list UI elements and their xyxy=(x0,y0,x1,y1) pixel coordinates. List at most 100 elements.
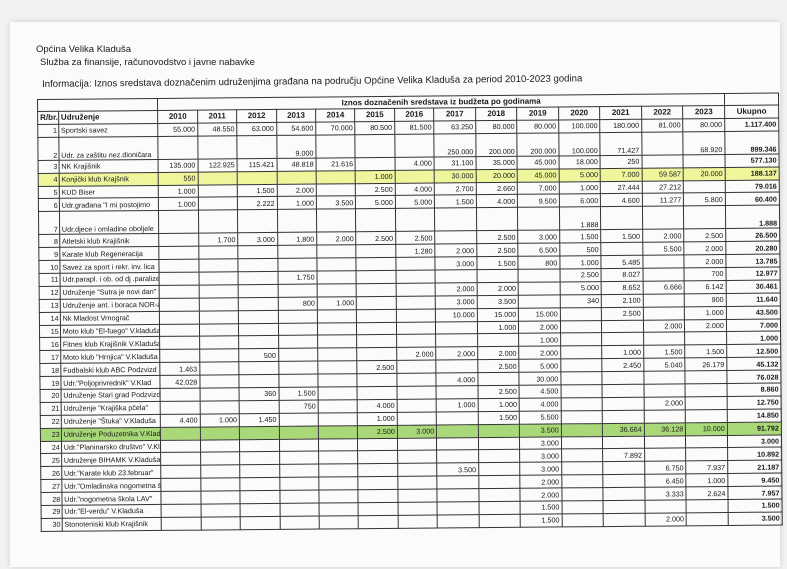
department-title: Služba za finansije, računovodstvo i jav… xyxy=(40,57,255,68)
cell-value-2023: 20.000 xyxy=(683,167,726,181)
cell-value-2015 xyxy=(356,283,397,297)
cell-rb: 18 xyxy=(39,363,61,377)
cell-value-2013 xyxy=(276,170,317,184)
cell-value-2016 xyxy=(396,321,436,335)
cell-value-2019: 3.000 xyxy=(519,449,562,463)
cell-total: 60.400 xyxy=(725,192,780,206)
cell-value-2015 xyxy=(357,334,397,349)
cell-total: 577.130 xyxy=(724,153,780,168)
cell-value-2022: 2.000 xyxy=(644,512,687,527)
cell-value-2016: 2.000 xyxy=(396,347,437,361)
cell-total: 43.500 xyxy=(726,305,781,320)
name-text: Moto klub "Hrnjica" V.Kladuša xyxy=(62,351,158,362)
cell-value-2015: 2.500 xyxy=(357,360,397,374)
cell-value-2011 xyxy=(199,323,239,337)
cell-value-2016 xyxy=(398,514,438,529)
cell-value-2017 xyxy=(434,208,477,232)
cell-value-2017: 2.000 xyxy=(435,282,478,296)
cell-value-2019 xyxy=(518,281,561,296)
cell-value-2018 xyxy=(476,269,519,283)
cell-name: Udruženje Stari grad Podzvizd xyxy=(60,388,161,403)
cell-value-2012 xyxy=(239,438,280,453)
name-text: Udr."Omladinska nogometna škola" xyxy=(64,480,162,491)
cell-value-2023 xyxy=(685,383,727,397)
cell-value-2021 xyxy=(601,319,644,334)
cell-value-2012 xyxy=(237,135,277,159)
cell-value-2021: 1.000 xyxy=(601,345,644,359)
name-text: Atletski klub Krajišnik xyxy=(61,235,130,246)
cell-value-2017 xyxy=(436,450,479,464)
cell-value-2015 xyxy=(355,157,396,171)
cell-value-2013 xyxy=(279,490,320,504)
cell-value-2023: 5.800 xyxy=(683,192,726,207)
cell-value-2023 xyxy=(685,370,727,384)
cell-value-2016 xyxy=(395,208,435,232)
name-text: Konjički klub Krajšnik xyxy=(61,174,130,184)
cell-value-2015 xyxy=(358,450,398,465)
cell-value-2010: 135.000 xyxy=(158,158,198,173)
cell-value-2011 xyxy=(198,284,239,298)
cell-rb: 24 xyxy=(40,440,62,454)
cell-value-2012 xyxy=(239,374,279,388)
cell-value-2017: 3.000 xyxy=(435,295,478,309)
cell-value-2021: 7.892 xyxy=(602,448,645,462)
cell-value-2010 xyxy=(160,426,201,441)
cell-value-2014 xyxy=(318,438,359,452)
cell-value-2023 xyxy=(685,396,728,410)
cell-value-2010: 42.028 xyxy=(160,375,200,389)
cell-value-2016 xyxy=(397,411,437,426)
cell-value-2020 xyxy=(561,449,604,463)
cell-value-2010 xyxy=(159,233,199,247)
cell-value-2020 xyxy=(560,358,603,373)
cell-value-2019: 5.500 xyxy=(519,410,562,425)
cell-value-2016 xyxy=(396,282,436,297)
cell-value-2018 xyxy=(478,475,521,489)
cell-value-2018: 2.500 xyxy=(476,230,519,244)
cell-value-2016: 3.000 xyxy=(397,424,437,438)
cell-value-2020: 100.000 xyxy=(558,119,601,133)
cell-value-2014 xyxy=(317,335,358,349)
cell-value-2021 xyxy=(601,242,643,256)
cell-total: 8.860 xyxy=(726,383,782,397)
cell-value-2020: 340 xyxy=(560,294,602,308)
cell-value-2020 xyxy=(561,436,603,450)
cell-value-2019: 2.000 xyxy=(520,475,562,489)
name-text: Udr.djece i omladine oboljele xyxy=(61,224,154,235)
cell-value-2022 xyxy=(644,435,686,449)
cell-value-2015: 80.500 xyxy=(355,121,395,135)
cell-value-2013 xyxy=(279,515,320,530)
cell-value-2013: 750 xyxy=(278,399,319,414)
cell-rb: 27 xyxy=(40,479,62,493)
name-text: Sportski savez xyxy=(60,125,108,136)
cell-total: 91.792 xyxy=(727,421,782,436)
cell-value-2021: 2.500 xyxy=(601,306,644,321)
cell-value-2012: 3.000 xyxy=(237,232,278,246)
cell-value-2014 xyxy=(318,412,358,426)
cell-value-2013 xyxy=(278,361,318,375)
cell-value-2018: 2.000 xyxy=(476,282,519,296)
cell-rb: 23 xyxy=(40,428,62,442)
cell-value-2022: 11.277 xyxy=(642,193,684,207)
cell-value-2010: 1.000 xyxy=(158,197,199,211)
cell-value-2014 xyxy=(317,283,357,297)
cell-value-2019 xyxy=(517,207,560,231)
cell-name: Fitnes klub Krajišnik V.Kladuša xyxy=(60,336,161,351)
cell-value-2022 xyxy=(641,154,684,168)
cell-value-2020: 2.500 xyxy=(559,268,602,282)
col-total: Ukupno xyxy=(724,105,779,119)
cell-value-2012 xyxy=(240,516,280,530)
name-text: Moto klub "El-fuego" V.kladuša xyxy=(62,325,160,336)
cell-value-2021: 180.000 xyxy=(600,119,642,133)
cell-name: KUD Biser xyxy=(59,185,159,199)
cell-value-2020 xyxy=(561,487,604,501)
cell-value-2015 xyxy=(357,437,398,452)
cell-value-2014 xyxy=(318,425,358,439)
cell-value-2013 xyxy=(278,412,319,427)
col-year-2015: 2015 xyxy=(355,108,395,122)
cell-value-2021 xyxy=(602,397,645,411)
cell-value-2013 xyxy=(278,322,318,336)
name-text: KUD Biser xyxy=(61,187,96,197)
cell-value-2015: 2.500 xyxy=(357,425,398,439)
cell-value-2011 xyxy=(200,452,240,466)
cell-value-2021 xyxy=(603,513,646,527)
